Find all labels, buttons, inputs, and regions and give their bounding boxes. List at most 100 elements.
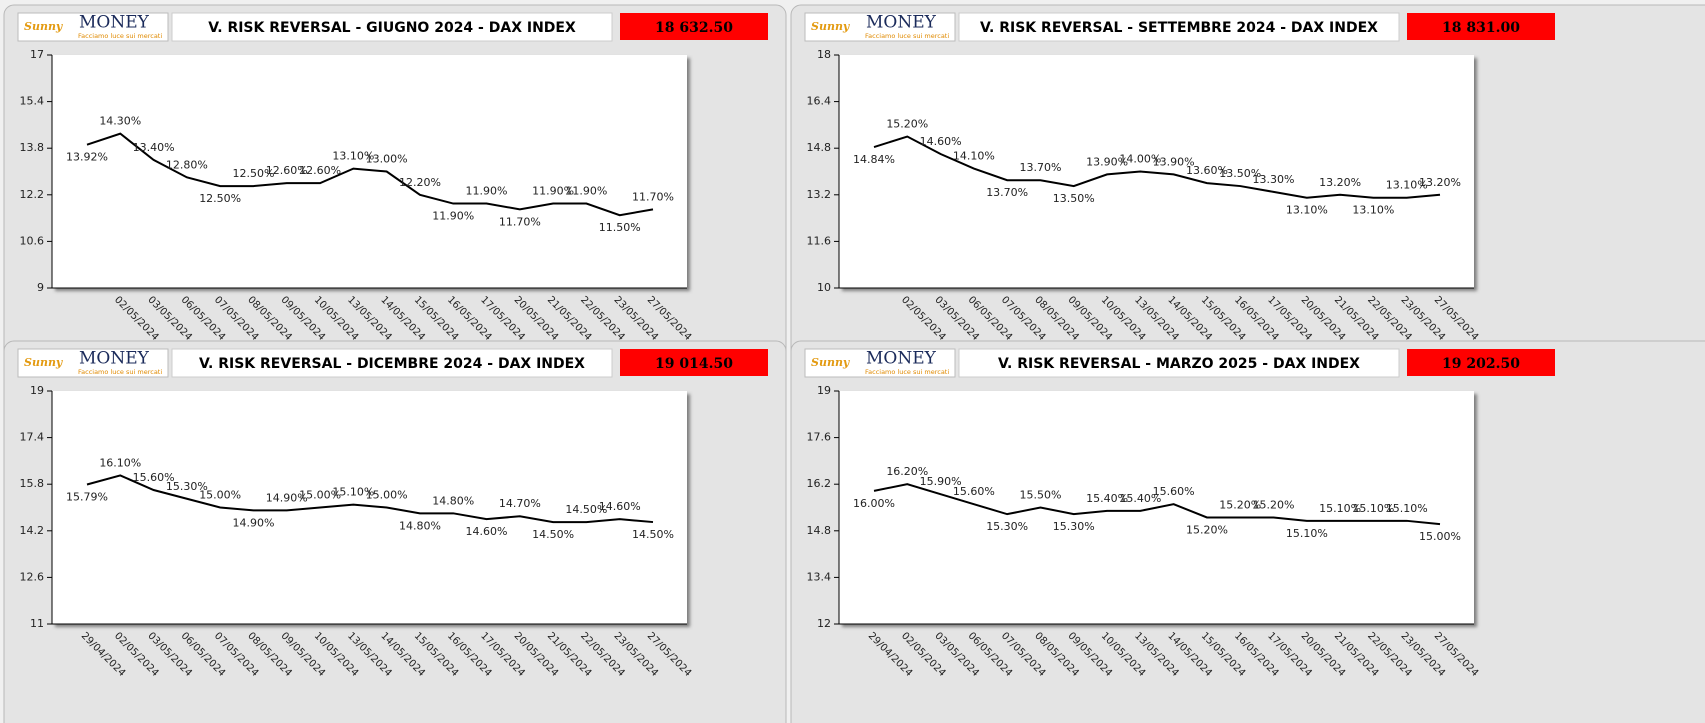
value-label: 11.90% [432, 210, 474, 223]
y-tick-label: 13.8 [20, 141, 45, 154]
value-label: 13.10% [1386, 179, 1428, 192]
value-label: 15.10% [1386, 502, 1428, 515]
logo-brand: Sunny [811, 356, 851, 369]
value-label: 11.90% [466, 185, 508, 198]
y-tick-label: 13.2 [807, 188, 832, 201]
logo-tagline: Facciamo luce sui mercati [865, 32, 949, 40]
value-label: 12.60% [299, 164, 341, 177]
value-label: 13.92% [66, 151, 108, 164]
value-label: 14.80% [399, 519, 441, 532]
value-label: 16.00% [853, 497, 895, 510]
logo-name: MONEY [866, 13, 937, 33]
value-label: 15.60% [133, 471, 175, 484]
value-label: 15.20% [1253, 498, 1295, 511]
value-label: 14.90% [232, 516, 274, 529]
price-label: 19 014.50 [655, 356, 733, 372]
y-tick-label: 14.8 [807, 524, 832, 537]
y-tick-label: 12 [817, 617, 831, 630]
value-label: 15.60% [953, 485, 995, 498]
value-label: 16.20% [886, 465, 928, 478]
y-tick-label: 10 [817, 281, 831, 294]
value-label: 12.60% [266, 164, 308, 177]
value-label: 15.60% [1153, 485, 1195, 498]
logo-box [17, 348, 169, 378]
y-tick-label: 15.4 [20, 95, 45, 108]
value-label: 13.10% [1286, 204, 1328, 217]
chart-title: V. RISK REVERSAL - DICEMBRE 2024 - DAX I… [199, 356, 585, 372]
value-label: 13.30% [1253, 173, 1295, 186]
value-label: 15.30% [166, 480, 208, 493]
value-label: 13.50% [1053, 192, 1095, 205]
value-label: 15.10% [1352, 502, 1394, 515]
value-label: 15.90% [920, 475, 962, 488]
y-tick-label: 9 [37, 281, 44, 294]
price-box [620, 349, 768, 376]
value-label: 13.20% [1419, 176, 1461, 189]
value-label: 15.00% [299, 489, 341, 502]
logo-box [17, 12, 169, 42]
value-label: 13.90% [1086, 155, 1128, 168]
value-label: 14.60% [599, 500, 641, 513]
logo-name: MONEY [866, 349, 937, 369]
value-label: 15.20% [1219, 498, 1261, 511]
value-label: 15.20% [886, 118, 928, 131]
title-box [171, 12, 613, 42]
price-box [1407, 13, 1555, 40]
value-label: 13.20% [1319, 176, 1361, 189]
value-label: 15.30% [986, 520, 1028, 533]
logo-tagline: Facciamo luce sui mercati [865, 368, 949, 376]
logo-tagline: Facciamo luce sui mercati [78, 368, 162, 376]
value-label: 14.60% [920, 135, 962, 148]
value-label: 15.00% [1419, 530, 1461, 543]
value-label: 14.70% [499, 497, 541, 510]
value-label: 13.40% [133, 141, 175, 154]
value-label: 15.00% [199, 489, 241, 502]
series-line [86, 474, 654, 524]
y-tick-label: 15.8 [20, 477, 45, 490]
value-label: 14.90% [266, 491, 308, 504]
y-tick-label: 12.6 [20, 570, 45, 583]
value-label: 12.80% [166, 158, 208, 171]
chart-title: V. RISK REVERSAL - SETTEMBRE 2024 - DAX … [980, 20, 1378, 36]
y-tick-label: 13.4 [807, 570, 832, 583]
value-label: 15.10% [1286, 527, 1328, 540]
value-label: 15.30% [1053, 520, 1095, 533]
value-label: 14.30% [99, 115, 141, 128]
y-tick-label: 11 [30, 617, 44, 630]
title-box [171, 348, 613, 378]
logo-tagline: Facciamo luce sui mercati [78, 32, 162, 40]
price-label: 18 632.50 [655, 20, 733, 36]
value-label: 11.90% [565, 185, 607, 198]
chart-title: V. RISK REVERSAL - GIUGNO 2024 - DAX IND… [208, 20, 576, 36]
logo-brand: Sunny [24, 20, 64, 33]
logo-box [804, 348, 956, 378]
value-label: 12.20% [399, 176, 441, 189]
value-label: 13.10% [332, 150, 374, 163]
value-label: 12.50% [199, 192, 241, 205]
y-tick-label: 17.6 [807, 431, 832, 444]
value-label: 15.79% [66, 490, 108, 503]
value-label: 13.90% [1153, 155, 1195, 168]
value-label: 14.50% [532, 528, 574, 541]
value-label: 13.10% [1352, 204, 1394, 217]
logo-brand: Sunny [24, 356, 64, 369]
logo-name: MONEY [79, 349, 150, 369]
y-tick-label: 11.6 [807, 234, 832, 247]
plot-area [839, 55, 1474, 288]
value-label: 15.20% [1186, 523, 1228, 536]
series-line [86, 132, 654, 217]
price-box [1407, 349, 1555, 376]
value-label: 15.00% [366, 489, 408, 502]
value-label: 13.50% [1219, 167, 1261, 180]
series-line [873, 135, 1441, 199]
value-label: 11.50% [599, 221, 641, 234]
value-label: 16.10% [99, 456, 141, 469]
value-label: 11.70% [632, 190, 674, 203]
y-tick-label: 19 [817, 384, 831, 397]
price-label: 19 202.50 [1442, 356, 1520, 372]
chart-title: V. RISK REVERSAL - MARZO 2025 - DAX INDE… [998, 356, 1360, 372]
